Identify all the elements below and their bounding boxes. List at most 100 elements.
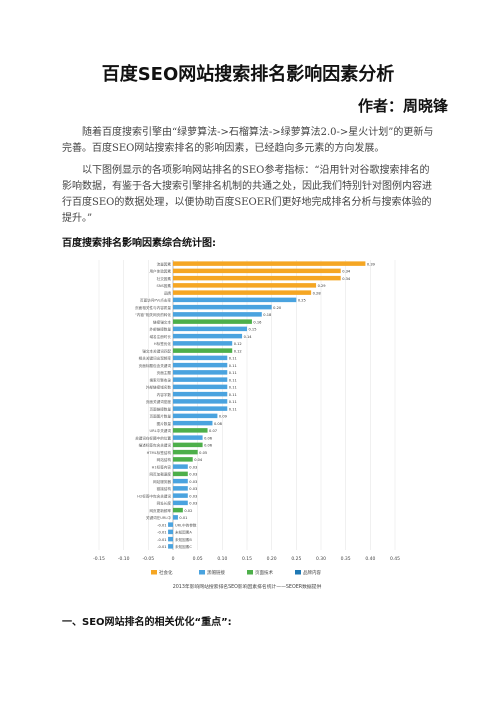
bar	[173, 464, 188, 469]
author-line: 作者：周晓锋	[357, 97, 448, 115]
x-tick-label: 0.20	[267, 556, 277, 562]
category-label: 内容字数	[157, 392, 172, 397]
category-label: 关键词在URL中	[146, 515, 172, 520]
category-label: 未知因素C	[175, 544, 192, 549]
category-label: 品牌	[164, 290, 172, 295]
value-label: -0.01	[157, 523, 166, 527]
category-label: 未知因素A	[175, 530, 192, 535]
bar	[173, 500, 188, 506]
category-label: 网站服务器	[153, 479, 171, 484]
value-label: 0.03	[189, 502, 197, 506]
x-tick-label: -0.15	[93, 556, 105, 562]
category-label: SNS因素	[157, 283, 172, 288]
ranking-factors-chart: -0.15 -0.10 -0.05 0 0.05 0.10 0.15 0.20 0.25 0.30…	[87, 250, 407, 606]
legend-label: 页面技术	[255, 569, 273, 576]
category-label: 链接锚文本	[153, 319, 171, 324]
value-label: -0.01	[157, 538, 166, 542]
bar	[173, 261, 366, 266]
bar	[173, 326, 247, 332]
bar	[173, 355, 228, 361]
x-tick-label: 0.05	[193, 556, 203, 562]
bar	[173, 413, 218, 419]
x-tick-label: -0.10	[118, 556, 130, 562]
category-label: 链接结构	[157, 486, 172, 491]
category-label: 相关关键词出现频率	[139, 356, 172, 361]
category-label: 页面图片数量	[149, 414, 171, 419]
value-label: 0.25	[298, 299, 306, 303]
value-label: 0.02	[184, 509, 192, 513]
category-label: 锚文本关键词匹配	[142, 348, 171, 353]
bar	[173, 399, 228, 404]
bar	[173, 384, 228, 390]
value-label: 0.03	[189, 487, 197, 491]
chart-svg: -0.15 -0.10 -0.05 0 0.05 0.10 0.15 0.20 0.25 0.30…	[93, 260, 400, 590]
x-tick-label: 0	[172, 556, 175, 562]
bar	[168, 536, 173, 542]
bar	[173, 377, 228, 382]
value-label: 0.18	[263, 313, 272, 317]
x-tick-label: 0.10	[217, 556, 227, 562]
value-label: 0.11	[229, 357, 237, 361]
value-label: 0.11	[229, 386, 237, 390]
bar	[168, 544, 173, 549]
x-tick-label: 0.45	[390, 556, 400, 562]
x-tick-label: 0.35	[341, 556, 351, 562]
category-label: 网址长度	[157, 501, 172, 506]
bar	[173, 478, 188, 484]
legend-label: 品牌内容	[303, 569, 321, 576]
bar	[173, 319, 252, 324]
legend-label: 黑帽链接	[207, 569, 225, 576]
bar	[173, 370, 228, 375]
value-label: 0.12	[234, 342, 242, 346]
value-label: 0.07	[209, 429, 217, 433]
section-heading: 一、SEO网站排名的相关优化“重点”:	[62, 617, 232, 628]
page-title: 百度SEO网站搜索排名影响因素分析	[101, 64, 395, 85]
value-label: 0.20	[273, 306, 282, 310]
bar	[173, 493, 188, 498]
category-label: “内链”相关网页的转化	[135, 312, 171, 317]
value-label: 0.29	[318, 284, 327, 288]
category-label: 域名注册时长	[149, 334, 171, 339]
x-tick-label: 0.40	[365, 556, 375, 562]
bar	[173, 420, 213, 426]
category-label: 搜索引擎收录	[149, 377, 171, 382]
value-label: -0.01	[157, 531, 166, 535]
category-label: 页面链接数量	[149, 406, 171, 411]
category-label: URL中的参数	[175, 522, 197, 527]
bar	[173, 435, 203, 440]
bar	[173, 471, 188, 477]
bar	[173, 275, 341, 281]
category-label: H标签优化	[154, 341, 171, 346]
value-label: 0.16	[253, 320, 262, 324]
value-label: 0.11	[229, 364, 237, 368]
bar	[173, 312, 262, 317]
category-label: 网页更新频率	[149, 508, 171, 513]
bar	[173, 442, 203, 448]
value-label: 0.11	[229, 378, 237, 382]
bar	[173, 507, 183, 513]
legend-swatch	[199, 570, 205, 575]
bar	[173, 449, 198, 455]
legend-swatch	[247, 570, 253, 575]
category-label: 外部链接数量	[149, 327, 171, 332]
value-label: 0.11	[229, 393, 237, 397]
bar	[173, 515, 178, 520]
category-label: 未知因素B	[175, 537, 192, 542]
bar	[173, 290, 312, 295]
x-tick-label: 0.15	[242, 556, 252, 562]
bar	[173, 304, 272, 310]
category-label: 描述标签包含关键词	[139, 443, 172, 448]
bar	[173, 406, 228, 411]
value-label: 0.09	[219, 415, 228, 419]
category-label: 页面标题包含关键词	[139, 363, 172, 368]
value-label: 0.12	[234, 349, 242, 353]
value-label: 0.03	[189, 480, 197, 484]
value-label: 0.11	[229, 407, 237, 411]
value-label: 0.11	[229, 400, 237, 404]
category-label: H1标签内容	[152, 464, 172, 469]
bar	[173, 362, 228, 368]
category-label: 页面关键词密度	[146, 399, 172, 404]
x-tick-label: 0.30	[316, 556, 326, 562]
bar	[173, 341, 233, 346]
x-tick-label: -0.05	[143, 556, 155, 562]
